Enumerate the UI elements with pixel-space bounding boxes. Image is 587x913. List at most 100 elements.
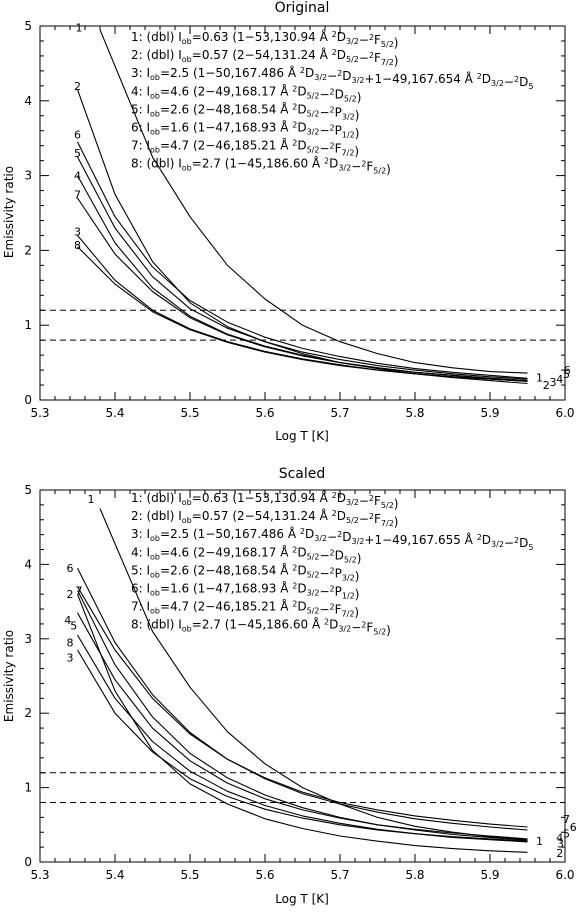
x-tick-label: 5.7	[330, 868, 349, 882]
x-tick-label: 5.7	[330, 406, 349, 420]
legend-entry-8: 8: (dbl) Iob=2.7 (1−45,186.60 Å 2D3/2−2F…	[131, 617, 391, 638]
series-line-2	[76, 89, 528, 385]
curve-label-4: 4	[556, 831, 563, 844]
curve-label-7: 7	[76, 584, 83, 597]
y-tick-label: 4	[24, 94, 32, 108]
series-line-7	[77, 586, 528, 828]
curve-label-8: 8	[67, 637, 74, 650]
curve-label-7: 7	[74, 188, 81, 201]
curve-label-1: 1	[536, 372, 543, 385]
curve-label-2: 2	[543, 379, 550, 392]
legend-entry-8: 8: (dbl) Iob=2.7 (1−45,186.60 Å 2D3/2−2F…	[131, 156, 391, 177]
x-tick-label: 5.5	[180, 406, 199, 420]
x-tick-label: 5.6	[255, 868, 274, 882]
y-tick-label: 5	[24, 483, 32, 497]
series-line-6	[77, 567, 528, 831]
curve-label-5: 5	[563, 368, 570, 381]
y-tick-label: 5	[24, 19, 32, 33]
curve-label-5: 5	[70, 619, 77, 632]
series-line-3	[77, 649, 528, 842]
legend-entry-2: 2: (dbl) Iob=0.57 (2−54,131.24 Å 2D5/2−2…	[131, 508, 398, 529]
y-axis-label: Emissivity ratio	[2, 630, 16, 722]
x-axis-label: Log T [K]	[275, 892, 329, 906]
curve-label-7: 7	[563, 813, 570, 826]
curve-label-4: 4	[74, 170, 81, 183]
series-line-5	[77, 612, 528, 840]
x-tick-label: 5.5	[180, 868, 199, 882]
legend-entry-7: 7: Iob=4.7 (2−46,185.21 Å 2D5/2−2F7/2)	[131, 138, 359, 159]
x-tick-label: 5.6	[255, 406, 274, 420]
curve-label-3: 3	[74, 226, 81, 239]
plot-frame	[39, 25, 566, 401]
x-tick-label: 5.4	[105, 868, 124, 882]
curve-label-3: 3	[557, 837, 564, 850]
panel-title: Original	[275, 0, 330, 16]
legend-entry-4: 4: Iob=4.6 (2−49,168.17 Å 2D5/2−2D5/2)	[131, 83, 361, 104]
curve-label-1: 1	[76, 21, 83, 34]
legend-entry-4: 4: Iob=4.6 (2−49,168.17 Å 2D5/2−2D5/2)	[131, 544, 361, 565]
y-tick-label: 0	[24, 393, 32, 407]
series-line-2	[76, 594, 528, 853]
legend-entry-2: 2: (dbl) Iob=0.57 (2−54,131.24 Å 2D5/2−2…	[131, 47, 398, 68]
y-tick-label: 2	[24, 243, 32, 257]
curve-label-1: 1	[88, 493, 95, 506]
y-tick-label: 0	[24, 855, 32, 869]
plot-frame	[39, 489, 566, 863]
curve-label-6: 6	[67, 562, 74, 575]
curve-label-5: 5	[74, 147, 81, 160]
curve-label-4: 4	[64, 614, 71, 627]
y-tick-label: 3	[24, 632, 32, 646]
panel-title: Scaled	[279, 466, 326, 482]
x-tick-label: 6.0	[555, 406, 574, 420]
series-line-8	[77, 246, 528, 382]
x-tick-label: 5.9	[480, 406, 499, 420]
y-tick-label: 4	[24, 557, 32, 571]
legend-entry-7: 7: Iob=4.7 (2−46,185.21 Å 2D5/2−2F7/2)	[131, 599, 359, 620]
legend-entry-3: 3: Iob=2.5 (1−50,167.486 Å 2D3/2−2D3/2+1…	[131, 65, 533, 91]
y-axis-label: Emissivity ratio	[2, 166, 16, 258]
curve-label-1: 1	[536, 835, 543, 848]
panel-original: Original Log T [K] Emissivity ratio 5.3 5…	[2, 0, 575, 443]
y-tick-label: 1	[24, 318, 32, 332]
series-line-4	[77, 590, 528, 841]
curve-label-6: 6	[74, 128, 81, 141]
y-tick-label: 2	[24, 706, 32, 720]
legend-entry-6: 6: Iob=1.6 (1−47,168.93 Å 2D3/2−2P1/2)	[131, 120, 359, 141]
legend-entry-1: 1: (dbl) Iob=0.63 (1−53,130.94 Å 2D3/2−2…	[131, 490, 398, 511]
series-line-1	[99, 29, 528, 374]
curve-label-2: 2	[556, 847, 563, 860]
curve-label-6: 6	[570, 821, 577, 834]
series-line-4	[77, 175, 528, 382]
legend-entry-6: 6: Iob=1.6 (1−47,168.93 Å 2D3/2−2P1/2)	[131, 581, 359, 602]
legend-entry-1: 1: (dbl) Iob=0.63 (1−53,130.94 Å 2D3/2−2…	[131, 29, 398, 50]
curve-label-8: 8	[74, 239, 81, 252]
legend-entry-5: 5: Iob=2.6 (2−48,168.54 Å 2D5/2−2P3/2)	[131, 562, 359, 583]
legend-entry-5: 5: Iob=2.6 (2−48,168.54 Å 2D5/2−2P3/2)	[131, 101, 359, 122]
x-tick-label: 5.8	[405, 868, 424, 882]
series-line-5	[77, 156, 528, 380]
curve-label-5: 5	[563, 828, 570, 841]
legend-entry-3: 3: Iob=2.5 (1−50,167.486 Å 2D3/2−2D3/2+1…	[131, 526, 533, 552]
x-tick-label: 5.3	[30, 406, 49, 420]
x-tick-label: 5.4	[105, 406, 124, 420]
series-line-6	[77, 141, 528, 379]
curve-label-6: 6	[564, 364, 571, 377]
series-line-8	[77, 634, 528, 843]
curve-label-3: 3	[550, 376, 557, 389]
curve-label-2: 2	[74, 80, 81, 93]
y-tick-label: 1	[24, 781, 32, 795]
x-axis-label: Log T [K]	[275, 429, 329, 443]
x-tick-label: 6.0	[555, 868, 574, 882]
x-tick-label: 5.9	[480, 868, 499, 882]
x-tick-label: 5.8	[405, 406, 424, 420]
curve-label-2: 2	[67, 588, 74, 601]
curve-label-3: 3	[67, 651, 74, 664]
panel-scaled: Scaled Log T [K] Emissivity ratio 5.3 5.4…	[2, 466, 577, 906]
y-tick-label: 3	[24, 169, 32, 183]
x-tick-label: 5.3	[30, 868, 49, 882]
curve-label-4: 4	[556, 373, 563, 386]
